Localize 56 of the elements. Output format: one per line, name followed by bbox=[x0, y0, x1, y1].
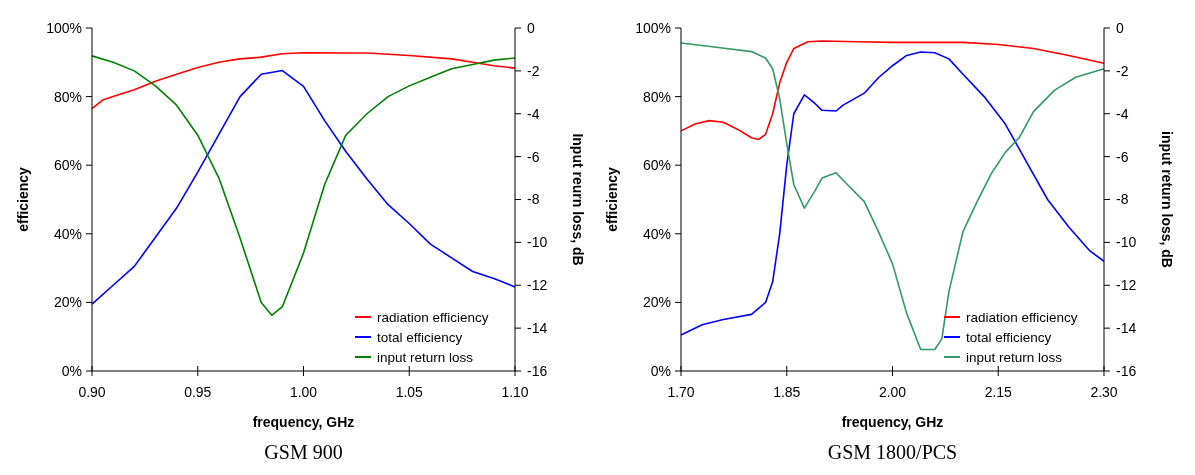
x-tick-label: 2.15 bbox=[984, 384, 1013, 400]
y-tick-label: 100% bbox=[635, 19, 671, 36]
x-tick-label: 1.70 bbox=[667, 384, 695, 400]
legend-label: total efficiency bbox=[377, 329, 463, 345]
legend-label: total efficiency bbox=[966, 329, 1052, 345]
x-tick-label: 2.30 bbox=[1090, 384, 1118, 400]
x-tick-label: 0.95 bbox=[184, 384, 212, 400]
y-tick-label: 60% bbox=[642, 157, 671, 174]
y2-tick-label: -4 bbox=[527, 105, 540, 122]
y2-tick-label: -6 bbox=[1116, 148, 1129, 165]
x-tick-label: 1.85 bbox=[773, 384, 801, 400]
x-tick-label: 1.10 bbox=[501, 384, 529, 400]
y2-tick-label: -8 bbox=[1116, 191, 1129, 208]
y2-tick-label: -12 bbox=[1116, 277, 1137, 294]
y2-tick-label: -10 bbox=[1116, 234, 1137, 251]
legend-label: input return loss bbox=[377, 349, 474, 365]
legend-label: radiation efficiency bbox=[966, 309, 1078, 325]
y2-tick-label: -8 bbox=[527, 191, 540, 208]
text: GSM 1800/PCS bbox=[827, 441, 958, 463]
line-series bbox=[91, 51, 516, 110]
y2-tick-label: 0 bbox=[527, 19, 535, 36]
x-axis-title: frequency, GHz bbox=[841, 414, 944, 430]
x-tick-label: 1.05 bbox=[395, 384, 424, 400]
y2-tick-label: 0 bbox=[1116, 19, 1124, 36]
y-tick-label: 40% bbox=[642, 225, 671, 242]
y2-tick-label: -10 bbox=[527, 234, 548, 251]
y-tick-label: 100% bbox=[46, 19, 82, 36]
y2-tick-label: -2 bbox=[1116, 62, 1129, 79]
x-tick-label: 2.00 bbox=[878, 384, 907, 400]
legend-label: input return loss bbox=[966, 349, 1063, 365]
y2-axis-title: input return loss, dB bbox=[1159, 131, 1175, 268]
y-tick-label: 60% bbox=[53, 157, 82, 174]
y-tick-label: 80% bbox=[642, 88, 671, 105]
y2-tick-label: -6 bbox=[527, 148, 540, 165]
y2-tick-label: -14 bbox=[527, 320, 548, 337]
y-tick-label: 40% bbox=[53, 225, 82, 242]
y-tick-label: 80% bbox=[53, 88, 82, 105]
x-tick-label: 1.00 bbox=[289, 384, 318, 400]
y2-tick-label: -14 bbox=[1116, 320, 1137, 337]
y-tick-label: 20% bbox=[642, 294, 671, 311]
y-tick-label: 0% bbox=[61, 362, 82, 379]
legend-label: radiation efficiency bbox=[377, 309, 489, 325]
y2-tick-label: -16 bbox=[527, 362, 548, 379]
x-axis-title: frequency, GHz bbox=[252, 414, 355, 430]
x-tick-label: 0.90 bbox=[78, 384, 106, 400]
line-series bbox=[680, 40, 1105, 141]
y2-axis-title: Input reurn loss, dB bbox=[570, 133, 586, 266]
text: GSM 900 bbox=[264, 441, 343, 463]
y2-tick-label: -4 bbox=[1116, 105, 1129, 122]
y-axis-title: efficiency bbox=[15, 167, 31, 232]
y-axis-title: efficiency bbox=[604, 167, 620, 232]
y2-tick-label: -2 bbox=[527, 62, 540, 79]
y2-tick-label: -16 bbox=[1116, 362, 1137, 379]
y2-tick-label: -12 bbox=[527, 277, 548, 294]
y-tick-label: 20% bbox=[53, 294, 82, 311]
y-tick-label: 0% bbox=[650, 362, 671, 379]
